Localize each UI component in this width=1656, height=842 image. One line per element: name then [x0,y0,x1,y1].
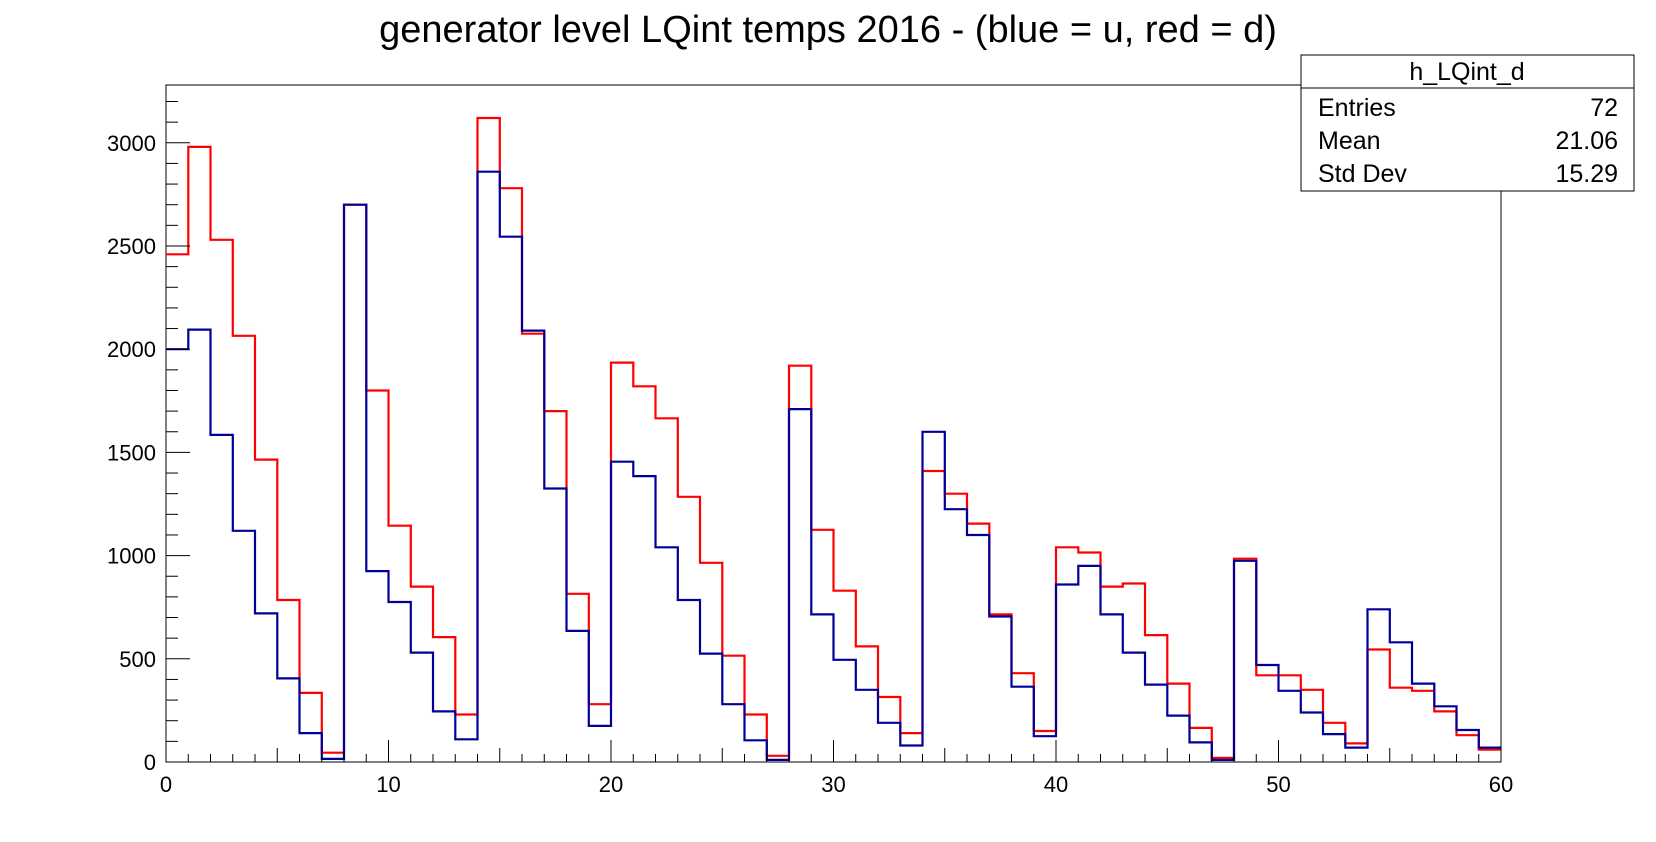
series-1-bin-51 [1301,712,1323,762]
series-1-bin-1 [188,330,210,762]
series-1-bin-42 [1101,614,1123,762]
series-1-bin-41 [1078,566,1100,762]
series-1-bin-30 [834,660,856,762]
series-1-bin-32 [878,723,900,762]
series-1-bin-6 [300,733,322,762]
series-1-bin-15 [500,237,522,762]
series-1-bin-3 [233,531,255,762]
series-1-bin-18 [567,631,589,762]
stats-box: h_LQint_d Entries 72 Mean 21.06 Std Dev … [1300,54,1635,192]
chart-title: generator level LQint temps 2016 - (blue… [379,9,1277,51]
series-1-bin-26 [745,740,767,762]
series-1-bin-31 [856,690,878,762]
series-1-bin-27 [767,760,789,762]
stats-entries-value: 72 [1590,94,1618,122]
stats-mean-value: 21.06 [1555,127,1618,155]
series-1-bin-7 [322,759,344,762]
series-1-bin-45 [1167,716,1189,762]
y-tick-label: 0 [144,750,156,775]
x-tick-label: 30 [821,772,845,797]
series-1-bin-57 [1434,706,1456,762]
y-tick-label: 2000 [107,337,156,362]
x-tick-label: 50 [1266,772,1290,797]
series-1-bin-10 [389,602,411,762]
series-1-bin-11 [411,653,433,762]
series-1-bin-22 [656,547,678,762]
series-1-bin-43 [1123,653,1145,762]
stats-mean-label: Mean [1318,127,1381,155]
series-1-bin-56 [1412,684,1434,762]
y-tick-label: 1000 [107,544,156,569]
series-1-bin-58 [1457,730,1479,762]
stats-stddev-value: 15.29 [1555,160,1618,188]
series-1-bin-44 [1145,685,1167,762]
series-1-bin-4 [255,613,277,762]
series-1-bin-25 [722,704,744,762]
series-1-bin-34 [923,432,945,762]
x-tick-label: 20 [599,772,623,797]
series-1-bin-59 [1479,748,1501,762]
series-1-bin-14 [478,172,500,762]
series-0-outline [166,116,1501,759]
series-1-bin-53 [1345,748,1367,762]
stats-box-title: h_LQint_d [1409,58,1524,86]
series-1-bin-13 [455,739,477,762]
series-layer [166,116,1501,762]
series-1-bin-28 [789,409,811,762]
series-1-bin-16 [522,331,544,762]
stats-entries-label: Entries [1318,94,1396,122]
series-1 [166,170,1501,762]
series-1-bin-48 [1234,561,1256,762]
series-1-bin-37 [989,616,1011,762]
series-1-bin-9 [366,571,388,762]
series-1-bin-29 [811,614,833,762]
series-1-bin-50 [1279,691,1301,762]
series-1-bin-47 [1212,760,1234,762]
series-1-bin-55 [1390,642,1412,762]
series-1-bin-39 [1034,736,1056,762]
series-1-bin-35 [945,509,967,762]
series-1-bin-54 [1368,609,1390,762]
series-1-bin-23 [678,600,700,762]
series-1-bin-5 [277,678,299,762]
y-tick-label: 1500 [107,440,156,465]
axis-layer: 0 10 20 30 40 50 60 0 500 1000 1500 2000 2500 3000 [107,101,1513,797]
series-1-bin-12 [433,711,455,762]
series-1-bin-49 [1256,665,1278,762]
y-tick-label: 3000 [107,131,156,156]
x-tick-label: 10 [376,772,400,797]
x-tick-label: 40 [1044,772,1068,797]
series-1-bin-21 [633,476,655,762]
series-1-bin-2 [211,435,233,762]
series-1-bin-8 [344,205,366,762]
y-tick-label: 2500 [107,234,156,259]
series-1-bin-46 [1190,742,1212,762]
y-tick-label: 500 [119,647,156,672]
series-1-bin-38 [1012,687,1034,762]
series-1-bin-36 [967,535,989,762]
series-1-bin-33 [900,745,922,762]
series-1-outline [166,170,1501,761]
series-1-bin-40 [1056,584,1078,762]
series-1-bin-24 [700,654,722,762]
stats-box-frame [1300,54,1635,192]
series-1-bin-20 [611,462,633,762]
series-1-bin-19 [589,726,611,762]
series-1-bin-17 [544,489,566,762]
x-tick-label: 60 [1489,772,1513,797]
stats-stddev-label: Std Dev [1318,160,1407,188]
x-tick-label: 0 [160,772,172,797]
series-0 [166,116,1501,759]
series-1-bin-52 [1323,734,1345,762]
